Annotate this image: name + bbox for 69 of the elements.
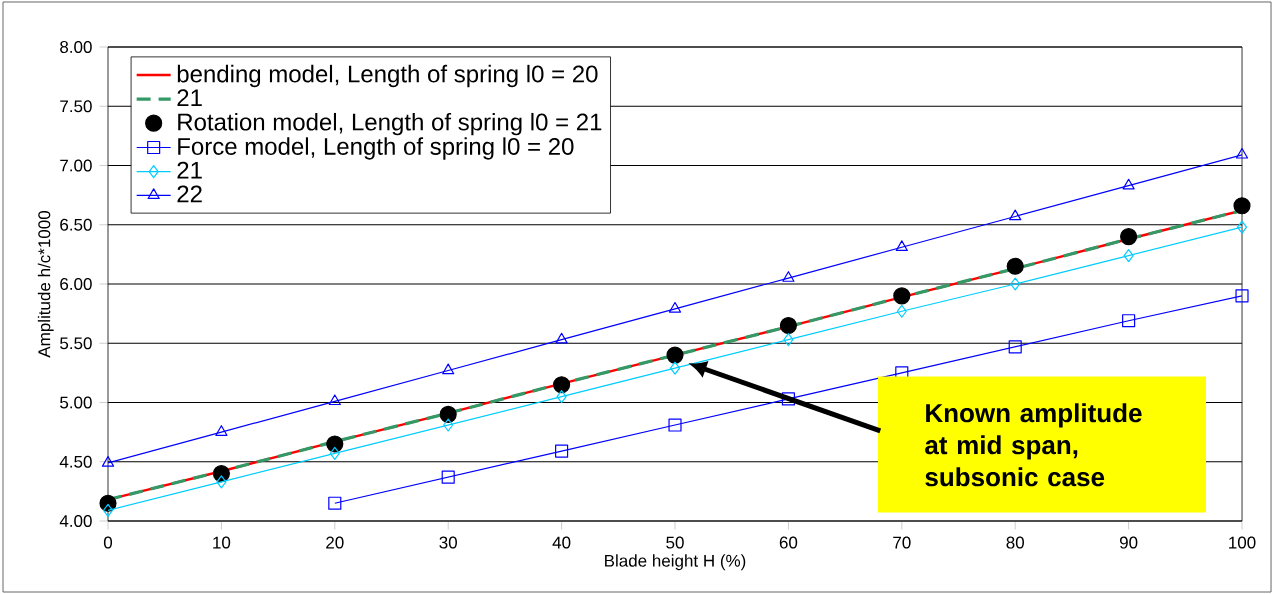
legend-label: 21 [177, 89, 202, 106]
point [668, 418, 682, 432]
point [553, 376, 571, 394]
point [1122, 178, 1135, 190]
point [666, 346, 684, 364]
point [1236, 220, 1248, 234]
point [1123, 248, 1134, 263]
point [555, 444, 569, 458]
y-tick-label: 6.00 [60, 277, 92, 291]
x-tick-label: 100 [1229, 536, 1256, 549]
point [1006, 257, 1024, 275]
x-tick-label: 20 [326, 536, 344, 549]
point [102, 503, 114, 517]
point [1120, 228, 1138, 246]
point [443, 418, 454, 432]
x-tick-label: 90 [1119, 536, 1138, 549]
point [783, 333, 794, 347]
point [329, 446, 340, 461]
y-tick-label: 5.50 [60, 337, 92, 350]
point [1235, 147, 1249, 159]
point [1008, 340, 1022, 354]
point [782, 271, 795, 282]
legend-label: 22 [177, 185, 202, 203]
point [212, 465, 230, 483]
point [101, 455, 115, 467]
point [1009, 209, 1022, 221]
point [328, 394, 341, 406]
legend-label: Rotation model, Length of spring l0 = 21 [178, 112, 602, 136]
point [1233, 197, 1251, 215]
x-tick-label: 40 [552, 536, 571, 549]
point [442, 363, 455, 375]
x-tick-label: 0 [103, 536, 113, 549]
y-tick-label: 5.00 [60, 396, 92, 409]
point [895, 240, 908, 252]
x-tick-label: 30 [439, 536, 457, 549]
point [668, 301, 682, 313]
point [216, 475, 227, 489]
point [439, 405, 457, 423]
y-tick-label: 8.00 [60, 40, 92, 54]
x-tick-label: 60 [779, 536, 798, 549]
point [441, 470, 455, 484]
x-tick-label: 70 [893, 536, 911, 549]
y-tick-label: 4.50 [59, 455, 92, 468]
point [215, 425, 228, 436]
point [555, 332, 568, 344]
point [779, 316, 797, 335]
legend-label: Force model, Length of spring l0 = 20 [178, 137, 574, 160]
point [781, 392, 795, 406]
point [669, 361, 681, 375]
x-tick-label: 50 [666, 536, 684, 549]
y-axis-title: Amplitude h/c*1000 [37, 211, 54, 358]
point [328, 496, 342, 510]
point [1235, 289, 1249, 303]
legend-label: bending model, Length of spring l0 = 20 [177, 64, 598, 88]
y-tick-label: 7.50 [60, 100, 92, 113]
annotation: Known amplitude at mid span, subsonic case [925, 403, 1142, 487]
legend-label: 21 [177, 161, 202, 179]
point [1122, 314, 1136, 328]
y-tick-label: 7.00 [60, 159, 92, 172]
x-tick-label: 80 [1006, 536, 1024, 549]
point [893, 287, 911, 305]
y-tick-label: 4.00 [59, 514, 92, 528]
point [556, 390, 567, 404]
x-axis-title: Blade height H (%) [605, 554, 746, 571]
x-tick-label: 10 [213, 536, 231, 549]
point [896, 304, 907, 318]
point [1010, 277, 1021, 291]
point [326, 435, 344, 453]
y-tick-label: 6.50 [60, 218, 92, 231]
